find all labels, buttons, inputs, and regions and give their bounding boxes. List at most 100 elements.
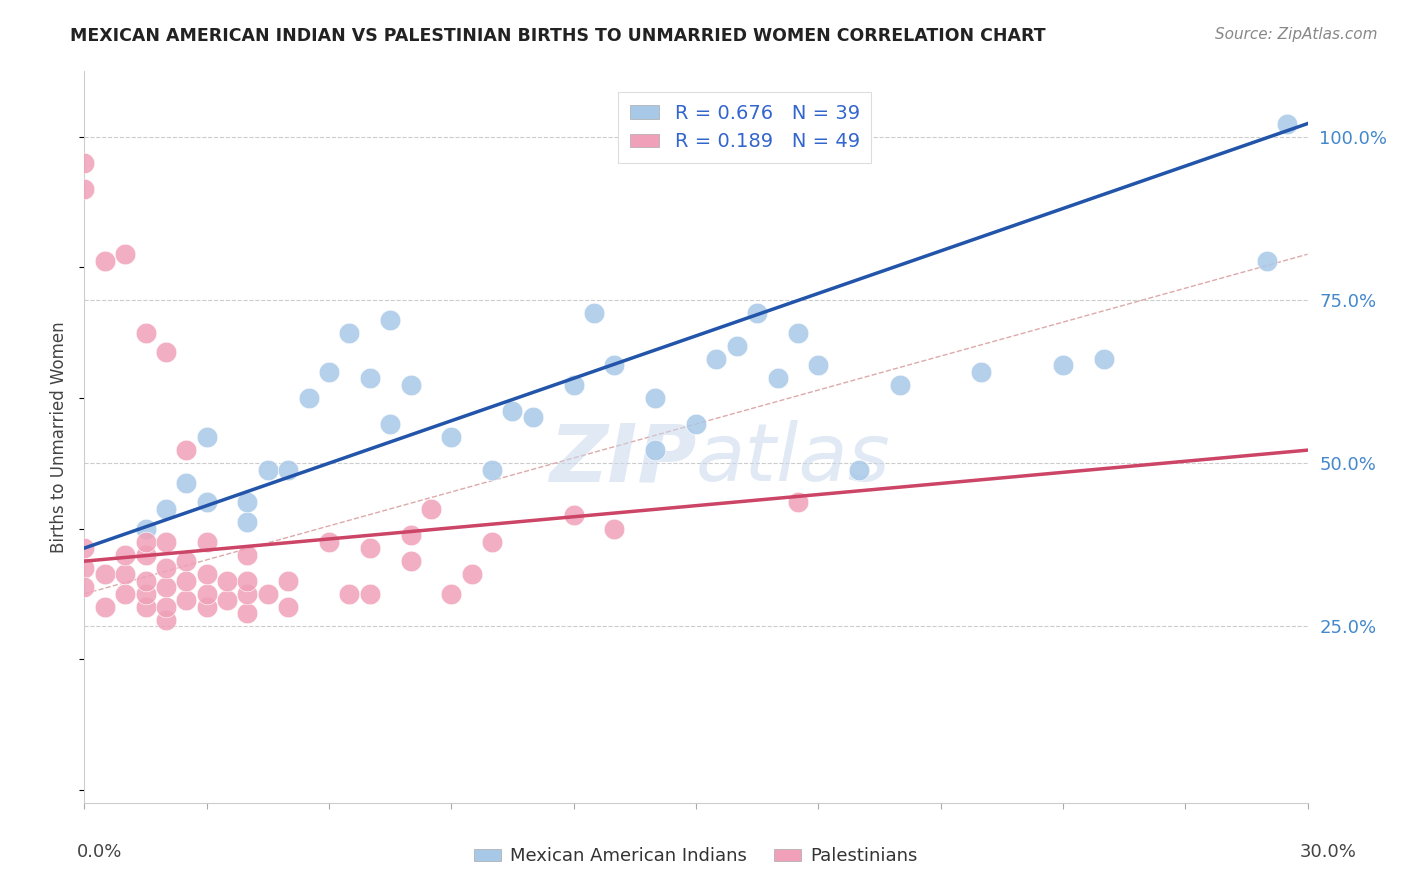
Point — [155, 345, 177, 359]
Text: Source: ZipAtlas.com: Source: ZipAtlas.com — [1215, 27, 1378, 42]
Point — [747, 306, 769, 320]
Point — [155, 599, 177, 614]
Point — [359, 587, 381, 601]
Point — [644, 443, 666, 458]
Point — [807, 358, 830, 372]
Point — [155, 534, 177, 549]
Point — [195, 430, 218, 444]
Point — [236, 607, 259, 621]
Point — [155, 502, 177, 516]
Text: ZIP: ZIP — [548, 420, 696, 498]
Point — [257, 463, 280, 477]
Y-axis label: Births to Unmarried Women: Births to Unmarried Women — [51, 321, 69, 553]
Point — [93, 599, 115, 614]
Text: 0.0%: 0.0% — [77, 843, 122, 861]
Point — [277, 574, 299, 588]
Point — [236, 548, 259, 562]
Point — [440, 430, 463, 444]
Point — [461, 567, 484, 582]
Point — [603, 358, 626, 372]
Point — [174, 593, 197, 607]
Point — [73, 560, 96, 574]
Point — [359, 541, 381, 555]
Point — [195, 599, 218, 614]
Text: atlas: atlas — [696, 420, 891, 498]
Point — [502, 404, 524, 418]
Point — [889, 377, 911, 392]
Point — [848, 463, 870, 477]
Point — [583, 306, 606, 320]
Text: 30.0%: 30.0% — [1301, 843, 1357, 861]
Point — [685, 417, 707, 431]
Point — [155, 613, 177, 627]
Point — [420, 502, 443, 516]
Point — [217, 593, 239, 607]
Point — [277, 599, 299, 614]
Point — [135, 548, 157, 562]
Point — [298, 391, 321, 405]
Point — [399, 377, 422, 392]
Point — [135, 574, 157, 588]
Point — [73, 182, 96, 196]
Point — [135, 587, 157, 601]
Point — [644, 391, 666, 405]
Point — [236, 515, 259, 529]
Point — [1256, 253, 1278, 268]
Point — [725, 338, 748, 352]
Point — [174, 475, 197, 490]
Point — [1092, 351, 1115, 366]
Point — [1277, 117, 1299, 131]
Point — [522, 410, 544, 425]
Point — [970, 365, 993, 379]
Point — [73, 580, 96, 594]
Point — [339, 326, 361, 340]
Point — [318, 534, 340, 549]
Point — [318, 365, 340, 379]
Point — [562, 377, 585, 392]
Point — [380, 312, 402, 326]
Point — [236, 587, 259, 601]
Point — [236, 574, 259, 588]
Point — [195, 495, 218, 509]
Point — [359, 371, 381, 385]
Point — [787, 326, 810, 340]
Point — [135, 521, 157, 535]
Point — [93, 567, 115, 582]
Point — [217, 574, 239, 588]
Point — [135, 599, 157, 614]
Point — [73, 541, 96, 555]
Point — [603, 521, 626, 535]
Point — [114, 587, 136, 601]
Point — [195, 587, 218, 601]
Point — [787, 495, 810, 509]
Point — [195, 534, 218, 549]
Point — [114, 247, 136, 261]
Point — [399, 554, 422, 568]
Point — [174, 443, 197, 458]
Text: MEXICAN AMERICAN INDIAN VS PALESTINIAN BIRTHS TO UNMARRIED WOMEN CORRELATION CHA: MEXICAN AMERICAN INDIAN VS PALESTINIAN B… — [70, 27, 1046, 45]
Point — [155, 560, 177, 574]
Point — [93, 253, 115, 268]
Point — [399, 528, 422, 542]
Point — [135, 534, 157, 549]
Point — [114, 548, 136, 562]
Point — [481, 463, 503, 477]
Point — [135, 326, 157, 340]
Point — [73, 155, 96, 169]
Point — [277, 463, 299, 477]
Point — [114, 567, 136, 582]
Point — [257, 587, 280, 601]
Point — [174, 574, 197, 588]
Point — [195, 567, 218, 582]
Point — [380, 417, 402, 431]
Point — [481, 534, 503, 549]
Point — [440, 587, 463, 601]
Point — [155, 580, 177, 594]
Legend: Mexican American Indians, Palestinians: Mexican American Indians, Palestinians — [465, 838, 927, 874]
Point — [174, 554, 197, 568]
Point — [766, 371, 789, 385]
Point — [236, 495, 259, 509]
Point — [339, 587, 361, 601]
Point — [706, 351, 728, 366]
Point — [1052, 358, 1074, 372]
